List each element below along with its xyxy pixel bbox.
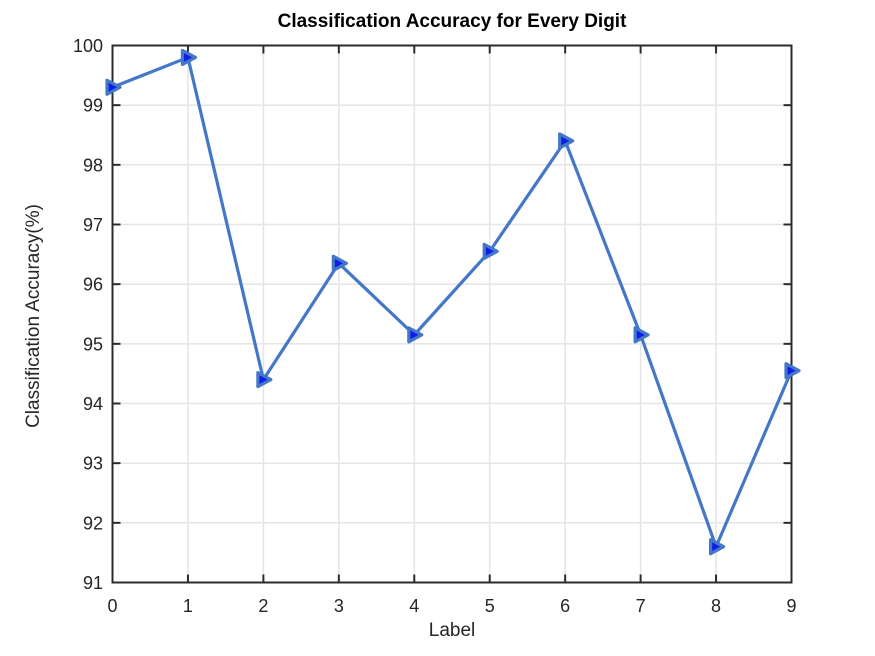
axes-box xyxy=(111,44,793,584)
data-marker xyxy=(482,242,499,260)
y-tick-label: 91 xyxy=(83,573,103,593)
data-marker xyxy=(105,78,122,96)
y-tick-label: 98 xyxy=(83,155,103,175)
y-tick-label: 97 xyxy=(83,215,103,235)
x-tick-label: 9 xyxy=(786,596,796,616)
chart-title: Classification Accuracy for Every Digit xyxy=(277,11,627,32)
y-tick-label: 100 xyxy=(73,36,103,56)
y-axis-label: Classification Accuracy(%) xyxy=(23,204,44,428)
x-tick-label: 5 xyxy=(485,596,495,616)
data-line xyxy=(110,55,794,549)
data-marker xyxy=(407,326,424,344)
x-tick-label: 0 xyxy=(107,596,117,616)
x-tick-label: 2 xyxy=(258,596,268,616)
data-marker xyxy=(633,326,650,344)
data-marker xyxy=(180,48,198,67)
y-tick-label: 94 xyxy=(83,394,103,414)
x-axis-label: Label xyxy=(428,620,476,641)
data-marker xyxy=(331,254,348,272)
x-tick-label: 6 xyxy=(560,596,570,616)
x-tick-label: 3 xyxy=(334,596,344,616)
x-tick-label: 7 xyxy=(636,596,646,616)
y-tick-label: 95 xyxy=(83,334,103,354)
y-tick-label: 96 xyxy=(83,275,103,295)
y-tick-label: 92 xyxy=(83,513,103,533)
x-tick-label: 4 xyxy=(409,596,419,616)
data-marker xyxy=(708,538,726,556)
y-tick-label: 93 xyxy=(83,454,103,474)
data-marker xyxy=(784,362,801,380)
x-tick-label: 1 xyxy=(183,596,193,616)
y-tick-label: 99 xyxy=(83,96,103,116)
x-tick-label: 8 xyxy=(711,596,721,616)
data-marker xyxy=(558,132,575,150)
data-marker xyxy=(256,371,273,389)
